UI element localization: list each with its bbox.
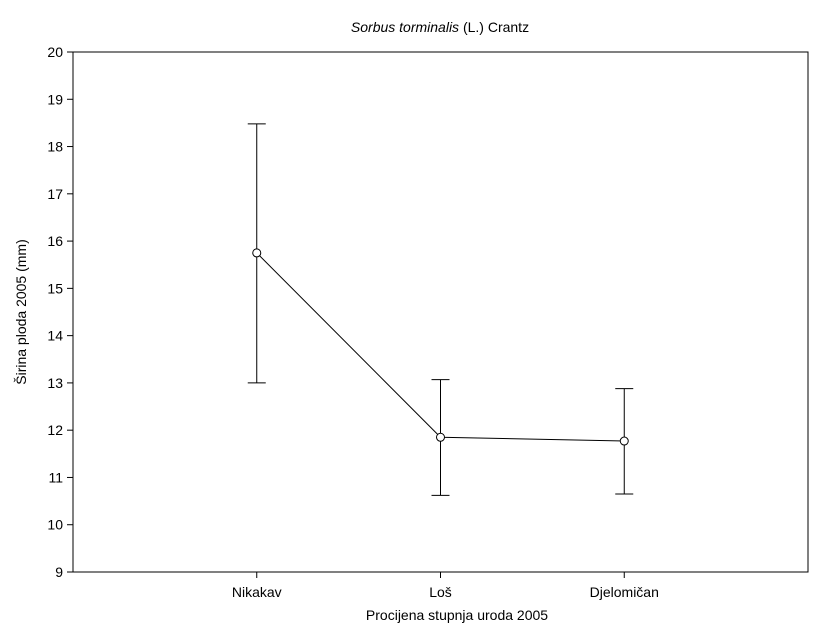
data-point bbox=[252, 248, 262, 258]
y-tick-label: 16 bbox=[47, 233, 63, 249]
data-point bbox=[436, 432, 445, 442]
chart-title: Sorbus torminalis (L.) Crantz bbox=[351, 19, 529, 35]
y-tick-label: 13 bbox=[47, 375, 63, 391]
x-axis: Nikakav Loš Djelomičan bbox=[232, 572, 659, 600]
y-tick-label: 15 bbox=[47, 280, 63, 296]
y-tick-label: 20 bbox=[47, 44, 63, 60]
x-tick-label: Djelomičan bbox=[590, 584, 659, 600]
chart-title-rest: (L.) Crantz bbox=[459, 19, 529, 35]
y-tick-label: 9 bbox=[55, 564, 63, 580]
y-tick-label: 12 bbox=[47, 422, 63, 438]
y-axis: 9 10 11 12 13 14 15 16 17 18 19 20 bbox=[47, 44, 73, 580]
y-tick-label: 10 bbox=[47, 517, 63, 533]
y-tick-label: 18 bbox=[47, 139, 63, 155]
y-axis-label: Širina ploda 2005 (mm) bbox=[13, 239, 29, 385]
x-tick-label: Loš bbox=[429, 584, 452, 600]
series-layer bbox=[247, 123, 634, 496]
chart-title-italic: Sorbus torminalis bbox=[351, 19, 459, 35]
y-tick-label: 14 bbox=[47, 328, 63, 344]
y-tick-label: 17 bbox=[47, 186, 63, 202]
y-tick-label: 11 bbox=[48, 469, 63, 485]
x-axis-label: Procijena stupnja uroda 2005 bbox=[366, 607, 548, 623]
data-point bbox=[619, 436, 629, 446]
y-tick-label: 19 bbox=[47, 91, 63, 107]
x-tick-label: Nikakav bbox=[232, 584, 282, 600]
